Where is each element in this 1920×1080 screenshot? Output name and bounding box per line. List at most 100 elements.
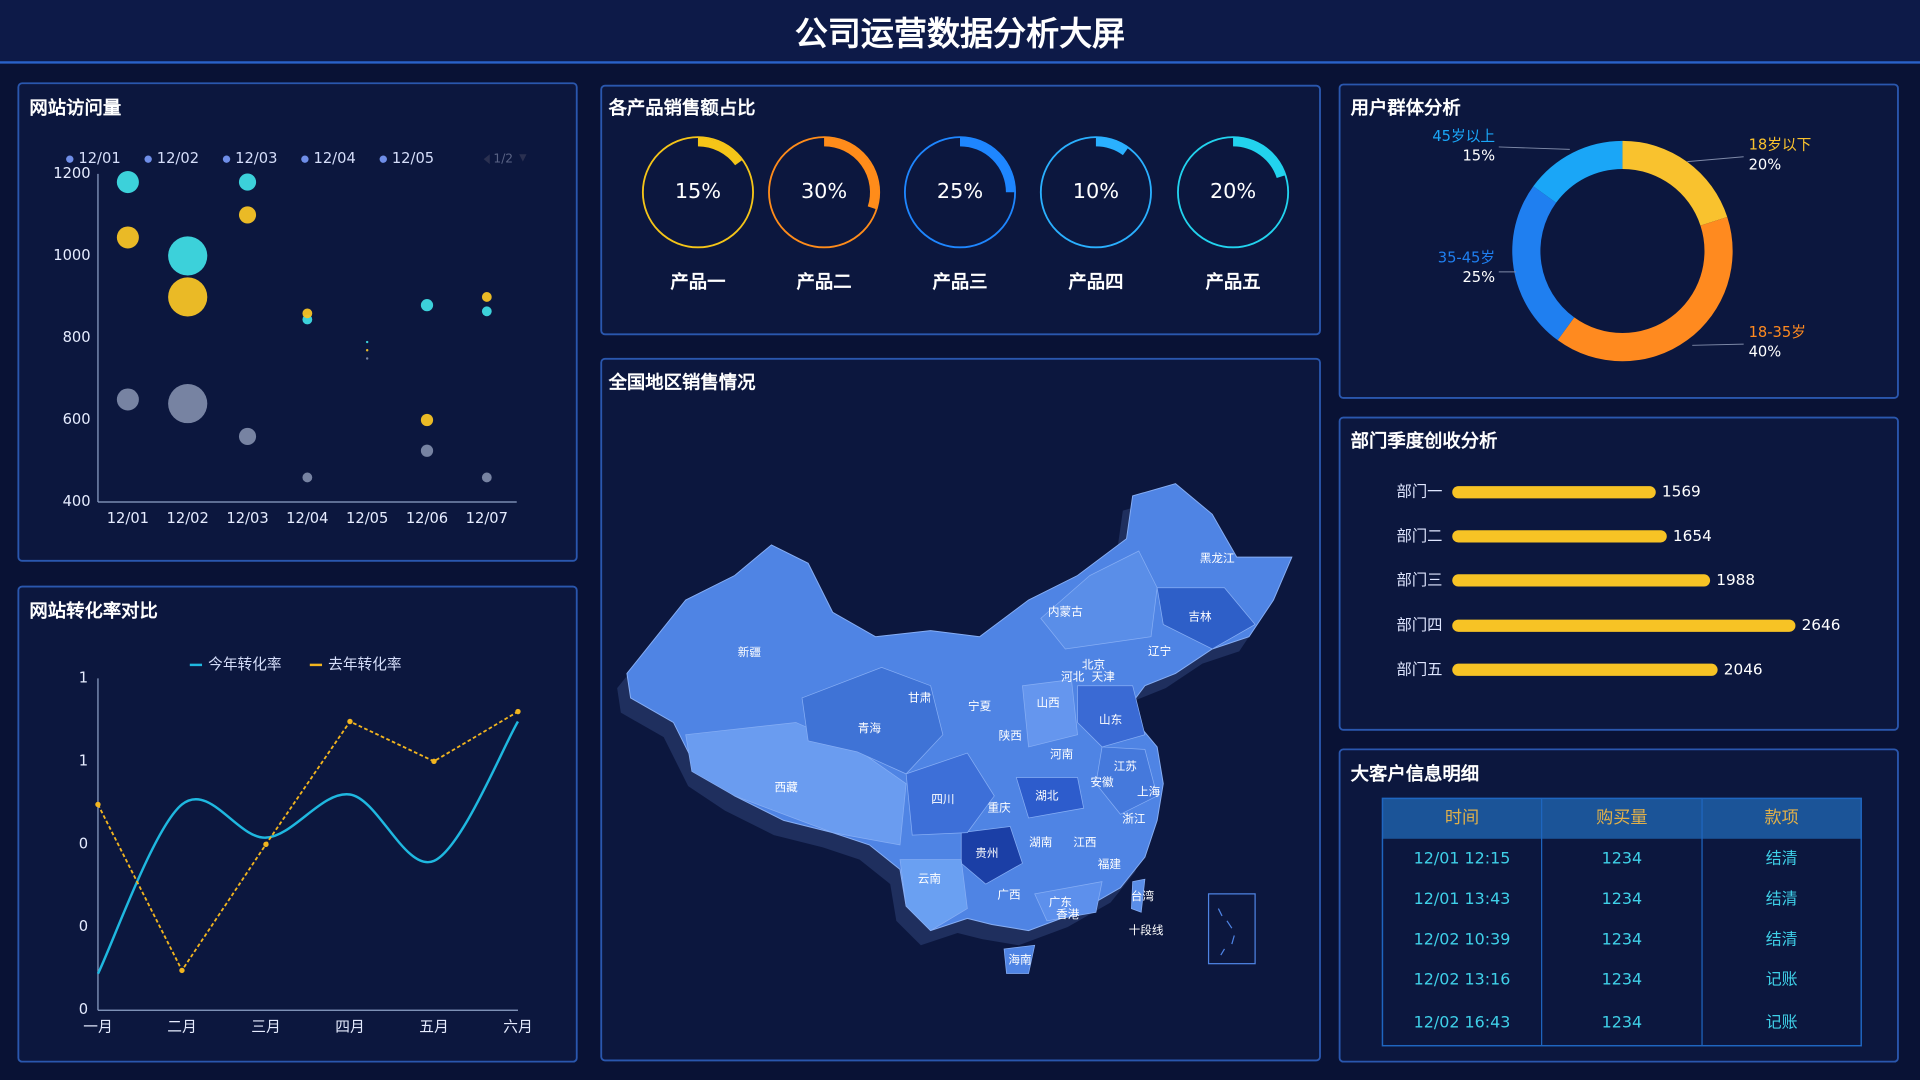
region-label: 贵州 <box>975 846 998 860</box>
gauge-ring <box>768 136 881 249</box>
region-label: 云南 <box>918 872 941 886</box>
bubble <box>365 357 369 360</box>
region-label: 内蒙古 <box>1048 605 1083 619</box>
gauge-ring <box>903 136 1017 249</box>
region-label: 陕西 <box>999 728 1022 742</box>
legend-marker <box>144 155 152 163</box>
region-label: 台湾 <box>1131 889 1155 903</box>
region-label: 四川 <box>931 792 954 806</box>
region-label: 宁夏 <box>968 699 992 713</box>
bar-value-label: 1569 <box>1662 483 1701 501</box>
gauge-arc <box>1232 137 1285 179</box>
bubble <box>420 413 434 427</box>
pie-segment <box>1557 216 1733 362</box>
region-label: 吉林 <box>1188 610 1212 624</box>
y-tick-label: 部门三 <box>1397 571 1443 589</box>
legend-label: 12/02 <box>157 150 199 167</box>
table-cell: 结清 <box>1766 929 1798 948</box>
pie-value-label: 40% <box>1749 344 1782 361</box>
x-tick-label: 12/07 <box>466 510 508 527</box>
legend-label: 12/04 <box>313 150 355 167</box>
y-tick-label: 部门二 <box>1397 527 1443 545</box>
gauge-ring <box>1039 136 1152 249</box>
gauge-arc <box>823 137 879 210</box>
region-label: 北京 <box>1082 657 1105 671</box>
pie-segment <box>1533 140 1623 203</box>
table-cell: 1234 <box>1602 889 1642 908</box>
bubble <box>116 226 139 249</box>
bar-value-label: 1654 <box>1673 527 1712 545</box>
x-tick-label: 三月 <box>251 1018 280 1035</box>
x-tick-label: 二月 <box>167 1018 196 1035</box>
bubble <box>168 277 208 317</box>
pie-label: 18岁以下 <box>1749 137 1812 154</box>
leader-line <box>1687 156 1744 163</box>
table-cell: 1234 <box>1602 848 1642 867</box>
pie-value-label: 20% <box>1749 156 1782 173</box>
gauge-value: 25% <box>937 179 983 203</box>
table-header: 款项 <box>1765 808 1799 828</box>
bubble <box>238 173 257 191</box>
region-label: 湖南 <box>1029 835 1052 849</box>
table-cell: 1234 <box>1602 970 1642 989</box>
y-tick-label: 400 <box>63 493 91 510</box>
legend-marker <box>66 155 74 163</box>
legend-next <box>519 154 527 162</box>
x-tick-label: 一月 <box>83 1018 112 1035</box>
y-tick-label: 600 <box>63 411 91 428</box>
panel-title: 各产品销售额占比 <box>608 97 756 119</box>
region-label: 河南 <box>1050 747 1073 761</box>
region-label: 天津 <box>1092 670 1116 684</box>
panel <box>1338 83 1899 399</box>
x-tick-label: 12/01 <box>107 510 149 527</box>
legend-marker <box>379 155 387 163</box>
gauge-arc <box>1095 137 1128 156</box>
bubble <box>365 349 369 352</box>
panel-title: 用户群体分析 <box>1351 97 1461 119</box>
bubble <box>238 206 257 224</box>
bubble <box>302 472 313 483</box>
region-label: 湖北 <box>1035 788 1059 802</box>
pie-label: 35-45岁 <box>1438 249 1495 266</box>
legend-label: 12/05 <box>392 150 434 167</box>
table-cell: 12/01 12:15 <box>1414 848 1511 867</box>
y-tick-label: 0 <box>79 918 88 935</box>
pie-value-label: 25% <box>1462 269 1495 286</box>
region-label: 辽宁 <box>1148 644 1171 658</box>
y-tick-label: 0 <box>79 1001 88 1018</box>
region-label: 青海 <box>858 721 882 735</box>
table-cell: 12/02 16:43 <box>1414 1013 1511 1032</box>
region-label: 江西 <box>1073 835 1096 849</box>
x-tick-label: 12/05 <box>346 510 388 527</box>
y-tick-label: 1000 <box>53 247 90 264</box>
region-label: 福建 <box>1098 857 1122 871</box>
leader-line <box>1498 146 1570 150</box>
x-tick-label: 12/03 <box>226 510 268 527</box>
gauge-label: 产品一 <box>670 271 725 293</box>
gauge-arc <box>697 137 743 166</box>
bubble <box>481 306 492 317</box>
region-label: 重庆 <box>988 801 1012 815</box>
panel-title: 全国地区销售情况 <box>608 371 757 393</box>
point <box>431 758 437 765</box>
map-inset-lines <box>1217 908 1235 956</box>
point <box>263 841 269 847</box>
map-regions <box>685 550 1256 974</box>
bar <box>1452 530 1667 543</box>
y-tick-label: 1200 <box>53 165 90 182</box>
region-label: 黑龙江 <box>1200 551 1235 565</box>
panel-title: 网站转化率对比 <box>29 600 158 622</box>
panel-title: 大客户信息明细 <box>1351 763 1480 785</box>
legend-label: 今年转化率 <box>208 656 281 673</box>
legend-page: 1/2 <box>493 152 513 166</box>
table-cell: 12/01 13:43 <box>1414 889 1511 908</box>
page-title: 公司运营数据分析大屏 <box>795 14 1125 53</box>
bubble <box>365 340 369 344</box>
region-label: 上海 <box>1137 785 1161 799</box>
pie-segment <box>1622 140 1728 226</box>
gauge-label: 产品二 <box>797 271 852 293</box>
table-border <box>1381 797 1862 1047</box>
region-label: 浙江 <box>1122 812 1146 826</box>
region-label: 海南 <box>1008 953 1031 967</box>
gauge-value: 20% <box>1210 179 1256 203</box>
